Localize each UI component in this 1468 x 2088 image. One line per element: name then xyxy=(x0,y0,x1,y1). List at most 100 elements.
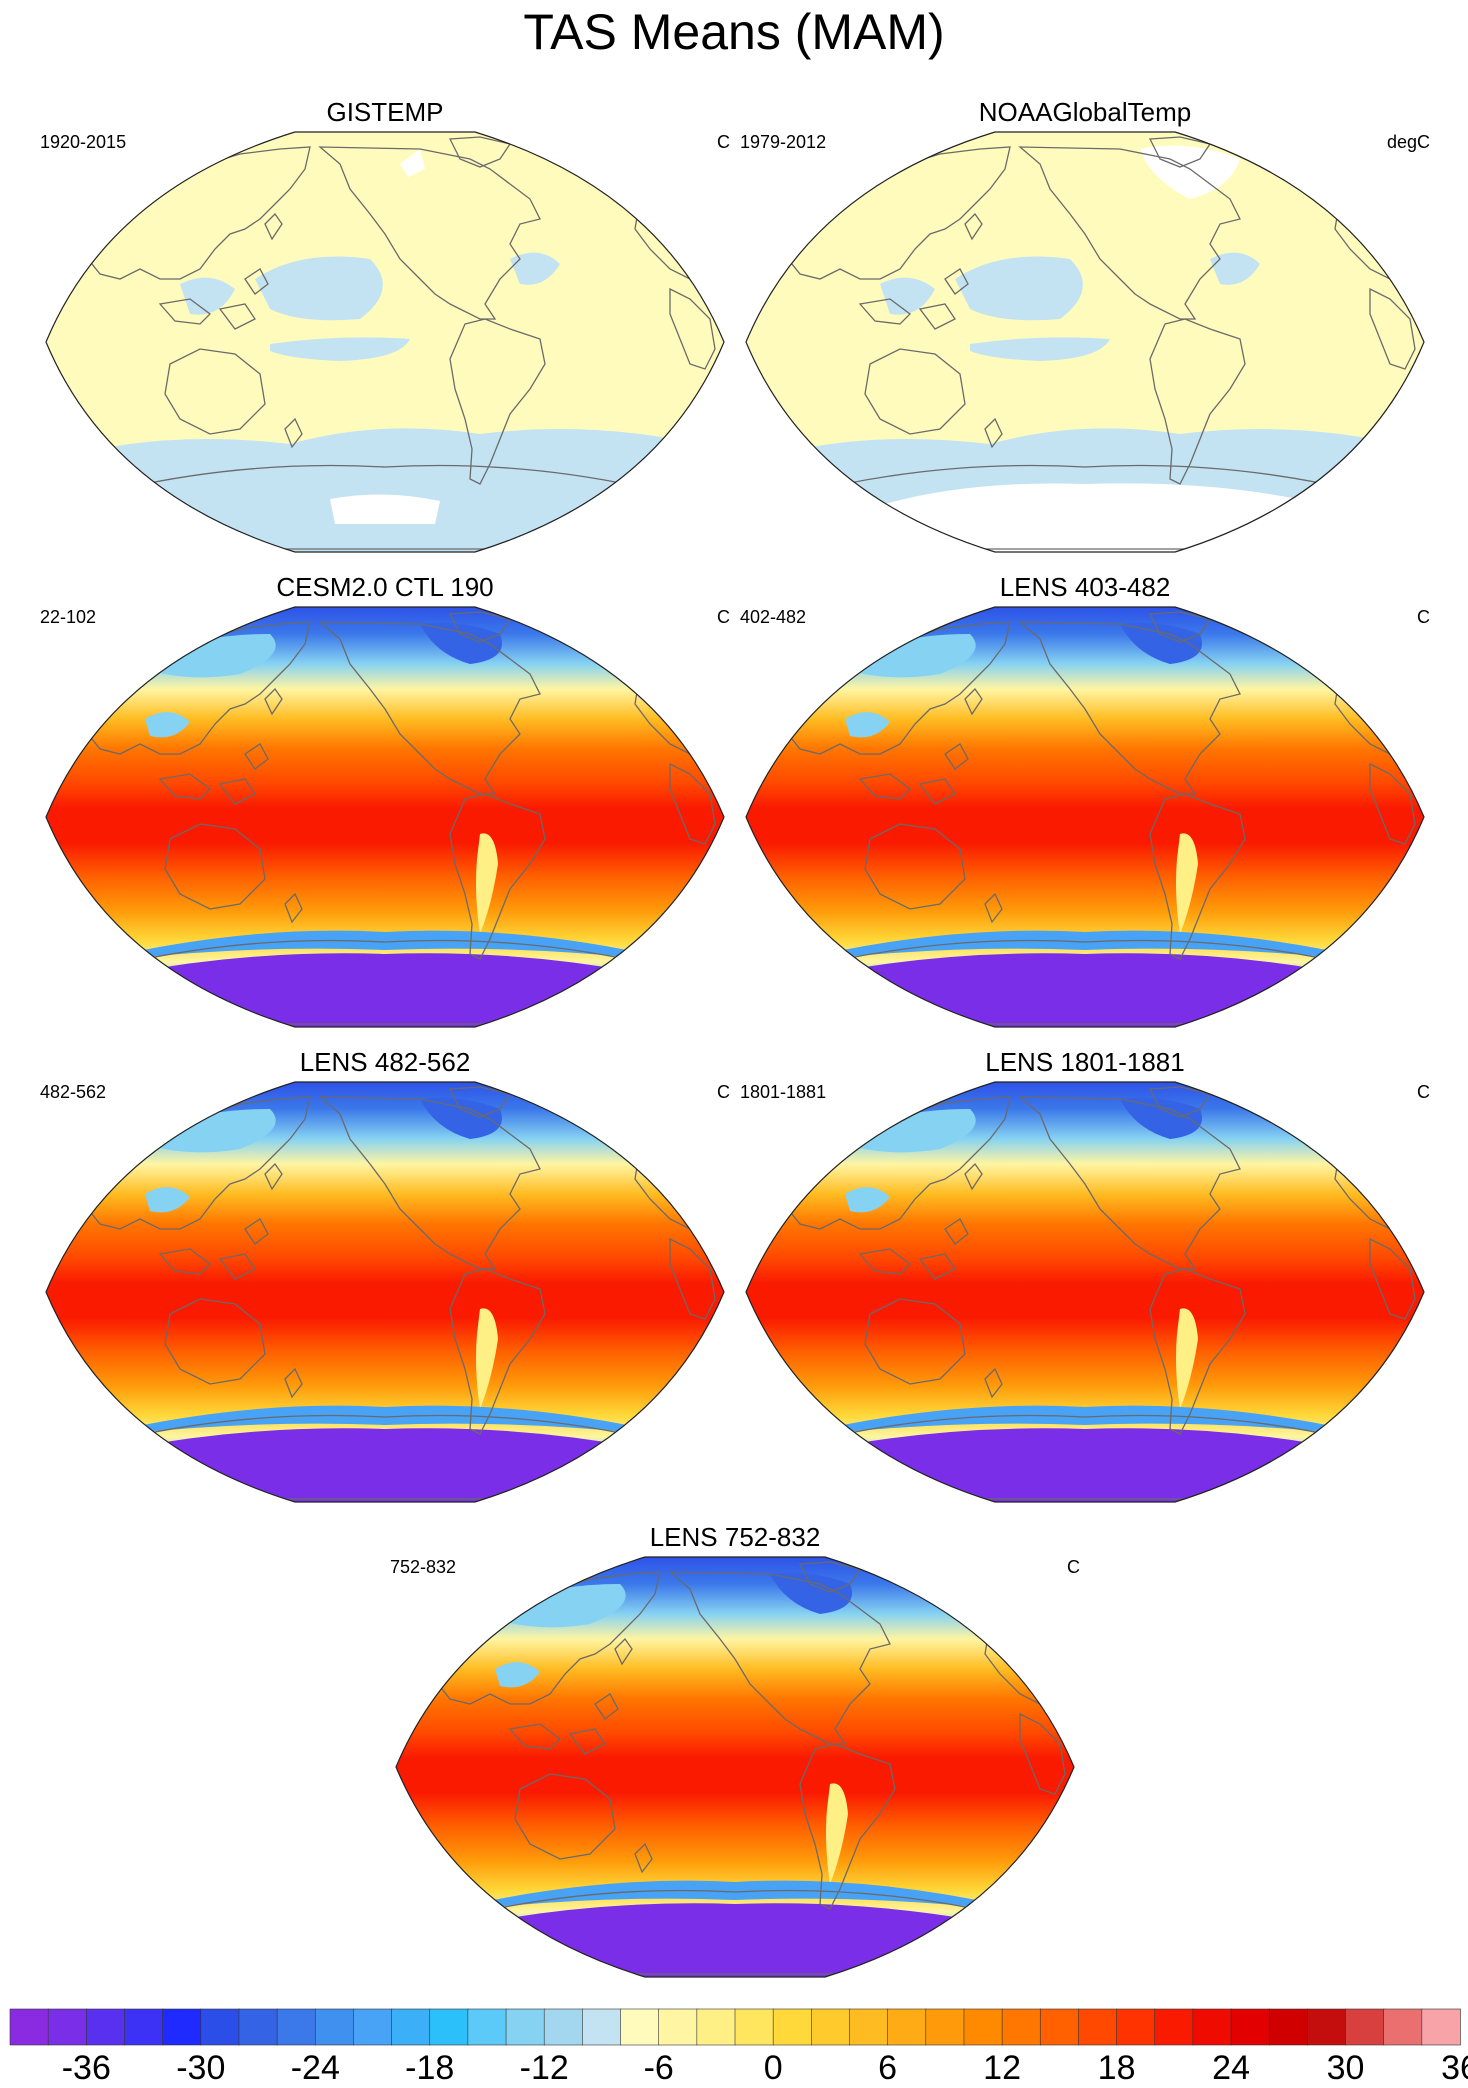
coastline xyxy=(1148,1086,1212,1118)
coastline xyxy=(568,1728,606,1755)
cool-region xyxy=(270,337,410,361)
coastline xyxy=(798,1561,862,1593)
coastline xyxy=(218,303,256,330)
map-field xyxy=(46,607,724,1027)
colorbar-tick-label: 0 xyxy=(763,2049,783,2087)
cold-region-canada xyxy=(1120,622,1202,664)
coastline xyxy=(1149,1268,1246,1435)
cool-region xyxy=(880,277,935,315)
coastline xyxy=(448,136,512,168)
antarctic-cold xyxy=(746,1428,1424,1502)
cool-region xyxy=(970,337,1110,361)
andes-ridge xyxy=(826,1783,848,1884)
tibet-cold-spot xyxy=(145,712,190,738)
coastline xyxy=(1369,762,1416,845)
coastline xyxy=(244,743,269,770)
colorbar-swatch xyxy=(276,2008,317,2046)
southern-ocean-band xyxy=(80,930,690,964)
andes-ridge xyxy=(476,1308,498,1409)
coastline xyxy=(669,762,716,845)
coastline xyxy=(668,1571,891,1745)
colorbar-swatch xyxy=(1230,2008,1271,2046)
panel-units-label: C xyxy=(1067,1557,1080,1577)
panel-title: NOAAGlobalTemp xyxy=(978,97,1192,127)
coastline xyxy=(264,687,283,716)
map-field xyxy=(746,607,1424,1027)
panel-title: GISTEMP xyxy=(326,97,444,127)
colorbar-swatch xyxy=(1001,2008,1042,2046)
coastline xyxy=(218,1253,256,1280)
colorbar-swatch xyxy=(849,2008,889,2046)
panel-cesm2: CESM2.0 CTL 190 22-102 C xyxy=(40,572,730,1028)
coastline xyxy=(158,298,211,325)
colorbar-swatch xyxy=(772,2008,813,2046)
coastline xyxy=(514,1773,616,1860)
coastline xyxy=(964,687,983,716)
colorbar-tick-label: 6 xyxy=(878,2049,898,2087)
colorbar xyxy=(9,2008,1461,2046)
panel-period-label: 22-102 xyxy=(40,607,97,627)
colorbar-tick-label: -24 xyxy=(290,2049,340,2087)
map-field xyxy=(746,1082,1424,1502)
colorbar-swatch xyxy=(543,2008,584,2046)
panel-period-label: 1801-1881 xyxy=(740,1082,827,1102)
panel-lens403: LENS 403-482 402-482 C xyxy=(740,572,1430,1028)
coastline xyxy=(164,823,266,910)
panel-units-label: degC xyxy=(1386,132,1430,152)
coastline xyxy=(1148,611,1212,643)
andes-ridge xyxy=(1176,1308,1198,1409)
map-field xyxy=(396,1557,1074,1977)
colorbar-swatch xyxy=(467,2008,507,2046)
antarctic-cold xyxy=(46,953,724,1027)
coastline xyxy=(918,303,956,330)
coastline xyxy=(264,1162,283,1191)
cool-region xyxy=(180,277,235,315)
coastline xyxy=(669,1237,716,1320)
colorbar-tick-label: -30 xyxy=(176,2049,226,2087)
coastline xyxy=(918,1253,956,1280)
panel-period-label: 402-482 xyxy=(740,607,807,627)
cool-region xyxy=(510,252,560,285)
andes-ridge xyxy=(1176,833,1198,934)
cool-region xyxy=(255,256,383,321)
map-lens1801 xyxy=(745,1081,1425,1503)
coastline xyxy=(864,823,966,910)
colorbar-swatch xyxy=(963,2008,1003,2046)
coastline xyxy=(858,773,911,800)
coastline xyxy=(318,146,541,320)
tibet-cold-spot xyxy=(495,1662,540,1688)
coastline xyxy=(1149,793,1246,960)
coastline xyxy=(449,793,546,960)
colorbar-swatch xyxy=(1383,2008,1423,2046)
panel-period-label: 1979-2012 xyxy=(740,132,827,152)
panel-lens1801: LENS 1801-1881 1801-1881 C xyxy=(740,1047,1430,1503)
coastline xyxy=(449,318,546,485)
missing-data-region xyxy=(1140,145,1240,199)
coastline xyxy=(318,1096,541,1270)
coastline xyxy=(264,212,283,241)
missing-data-region xyxy=(330,494,440,524)
map-field xyxy=(46,1082,724,1502)
coastline xyxy=(669,287,716,370)
panel-units-label: C xyxy=(1417,607,1430,627)
panel-units-label: C xyxy=(717,132,730,152)
coastline xyxy=(984,892,1003,924)
panel-gistemp: GISTEMP 1920-2015 C xyxy=(40,97,730,553)
panel-lens752: LENS 752-832 752-832 C xyxy=(390,1522,1080,1978)
cool-region xyxy=(46,428,724,552)
coastline xyxy=(284,1367,303,1399)
colorbar-swatch xyxy=(9,2008,49,2046)
coastline xyxy=(448,1086,512,1118)
colorbar-swatch xyxy=(620,2008,660,2046)
coastline xyxy=(1149,318,1246,485)
figure-title: TAS Means (MAM) xyxy=(523,4,945,60)
map-gistemp xyxy=(45,131,725,553)
coastline xyxy=(164,1298,266,1385)
southern-ocean-band xyxy=(780,1405,1390,1439)
andes-ridge xyxy=(476,833,498,934)
coastline xyxy=(1018,621,1241,795)
colorbar-swatch xyxy=(429,2008,469,2046)
colorbar-swatch xyxy=(238,2008,278,2046)
panel-title: CESM2.0 CTL 190 xyxy=(276,572,494,602)
colorbar-swatch xyxy=(124,2008,164,2046)
